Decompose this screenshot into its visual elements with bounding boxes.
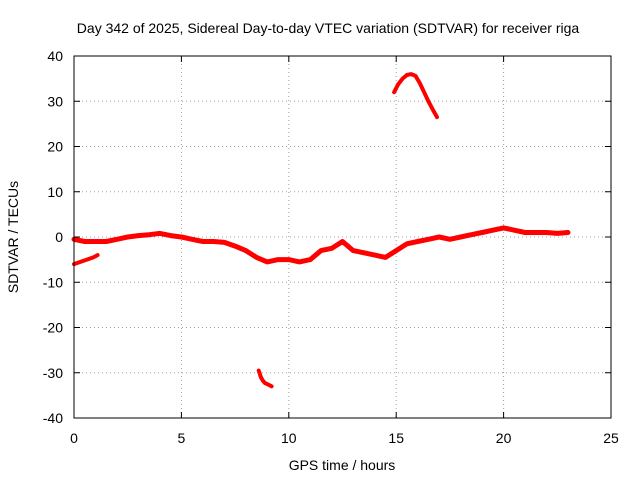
y-tick-label: -10 <box>43 274 63 290</box>
data-series <box>71 72 571 389</box>
series-line-segment-high-arc <box>392 72 439 120</box>
y-tick-label: 20 <box>47 139 63 155</box>
y-axis-ticks: -40 -30 -20 -10 0 10 20 30 40 <box>43 48 611 426</box>
x-tick-label: 5 <box>178 430 186 446</box>
x-tick-label: 15 <box>388 430 404 446</box>
series-line-segment-low-dip <box>256 368 274 389</box>
y-axis-label: SDTVAR / TECUs <box>5 181 21 293</box>
x-tick-label: 10 <box>281 430 297 446</box>
chart-title: Day 342 of 2025, Sidereal Day-to-day VTE… <box>77 20 580 36</box>
x-tick-label: 25 <box>603 430 619 446</box>
series-line-segment-early-low <box>72 253 100 267</box>
y-tick-label: -40 <box>43 410 63 426</box>
grid-lines <box>74 56 611 418</box>
x-tick-label: 20 <box>496 430 512 446</box>
y-tick-label: -30 <box>43 365 63 381</box>
x-axis-ticks: 0 5 10 15 20 25 <box>70 56 619 446</box>
y-tick-label: 0 <box>55 229 63 245</box>
y-tick-label: -20 <box>43 320 63 336</box>
x-tick-label: 0 <box>70 430 78 446</box>
y-tick-label: 10 <box>47 184 63 200</box>
y-tick-label: 40 <box>47 48 63 64</box>
x-axis-label: GPS time / hours <box>289 457 396 473</box>
series-line-main <box>71 225 571 265</box>
y-tick-label: 30 <box>47 93 63 109</box>
